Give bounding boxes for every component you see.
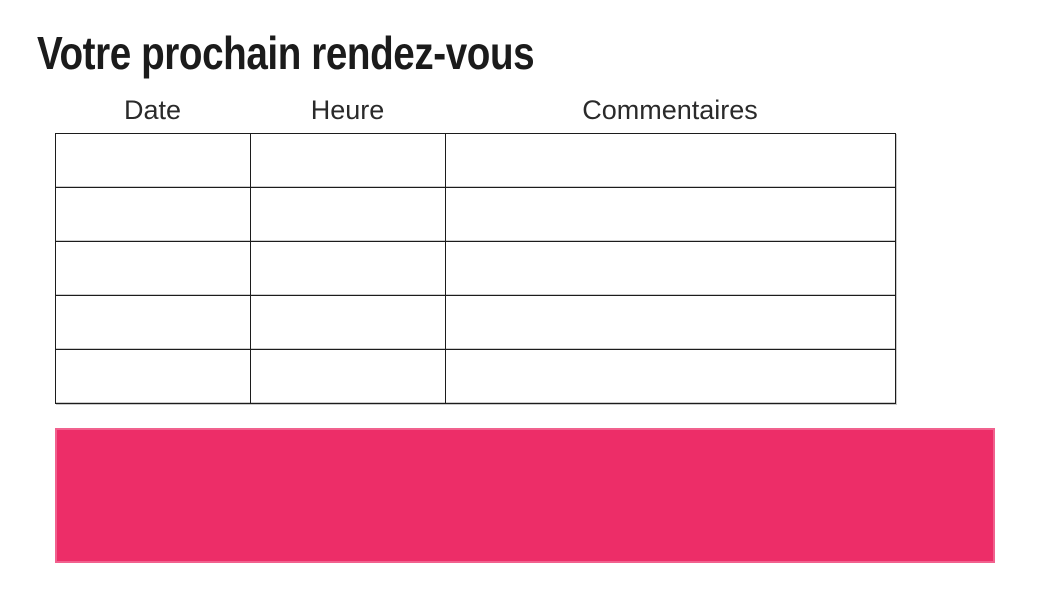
table-cell <box>445 349 896 404</box>
page-title: Votre prochain rendez-vous <box>37 27 535 79</box>
table-cell <box>445 241 896 296</box>
table-cell <box>250 295 446 350</box>
column-header-heure: Heure <box>310 95 385 125</box>
table-cell <box>445 133 896 188</box>
table-row <box>55 133 896 188</box>
column-header-date: Date <box>123 95 182 125</box>
table-cell <box>445 295 896 350</box>
table-cell <box>250 241 446 296</box>
table-cell <box>445 187 896 242</box>
column-header-commentaires: Commentaires <box>582 95 758 125</box>
table-row <box>55 187 896 242</box>
appointments-table-body <box>55 133 896 404</box>
table-row <box>55 349 896 404</box>
table-row <box>55 241 896 296</box>
table-cell <box>55 187 251 242</box>
table-header-row: Date Heure Commentaires <box>55 97 895 124</box>
table-cell <box>55 241 251 296</box>
table-row <box>55 295 896 350</box>
table-cell <box>55 295 251 350</box>
appointments-table <box>55 133 896 404</box>
table-cell <box>55 133 251 188</box>
table-cell <box>250 349 446 404</box>
table-cell <box>250 133 446 188</box>
table-cell <box>250 187 446 242</box>
highlight-banner <box>55 428 995 563</box>
table-cell <box>55 349 251 404</box>
